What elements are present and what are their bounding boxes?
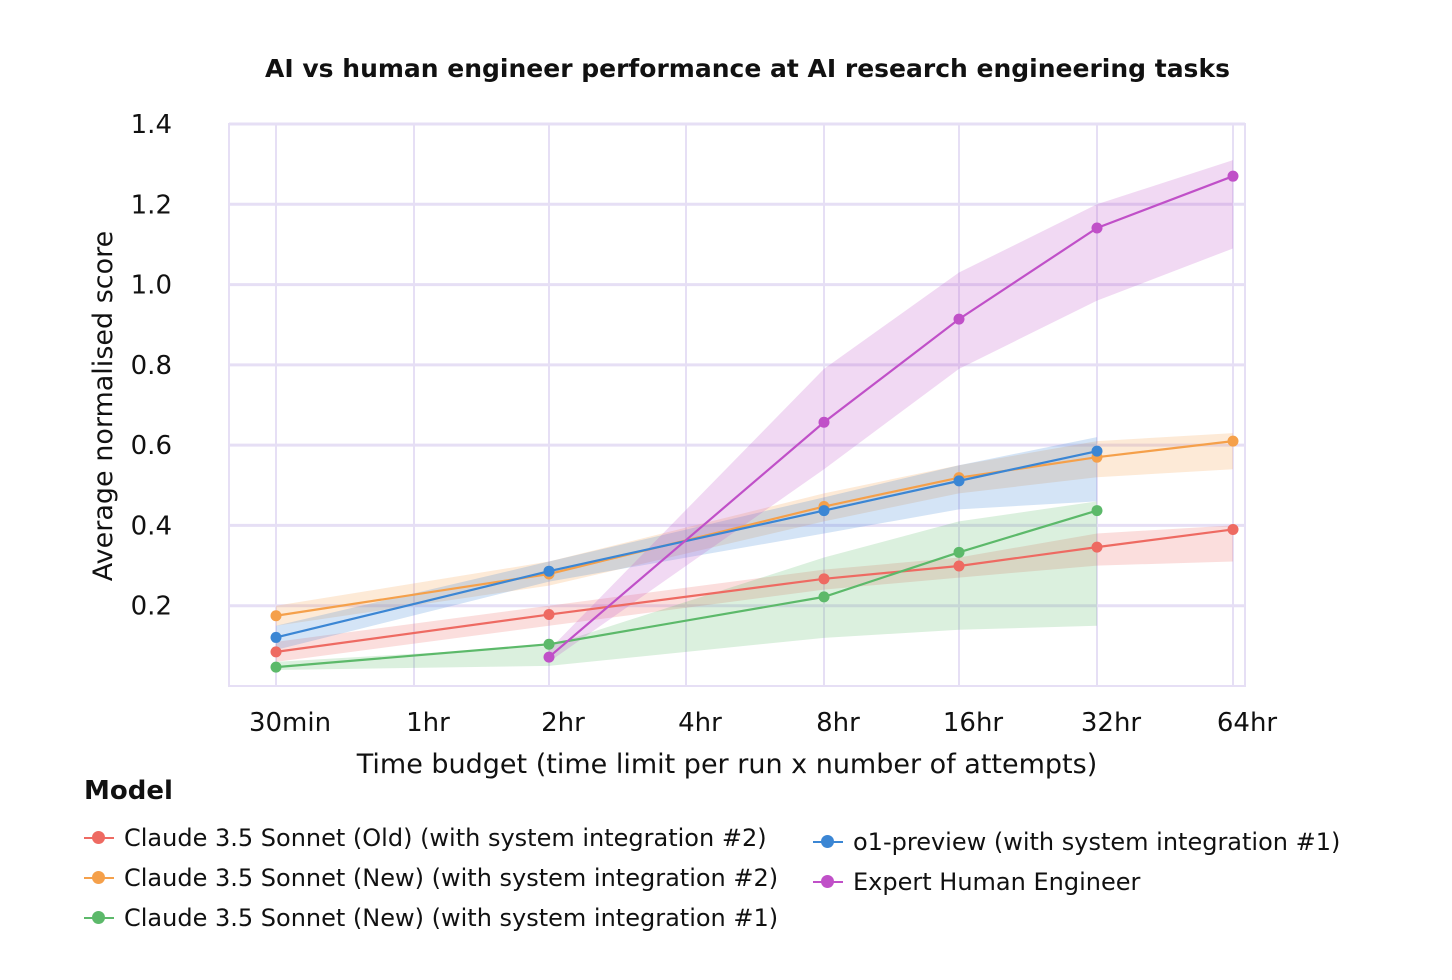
data-point [953, 313, 965, 325]
data-point [543, 651, 555, 663]
legend-marker-icon [813, 872, 843, 892]
data-point [818, 591, 830, 603]
x-tick-label: 2hr [541, 708, 585, 738]
data-point [1227, 523, 1239, 535]
data-point [1227, 170, 1239, 182]
data-point [270, 646, 282, 658]
data-point [1091, 505, 1103, 517]
data-point [1091, 541, 1103, 553]
y-tick-label: 0.2 [131, 592, 172, 622]
data-point [818, 416, 830, 428]
legend-marker-icon [84, 828, 114, 848]
y-tick-label: 0.8 [131, 351, 172, 381]
legend-item: o1-preview (with system integration #1) [813, 828, 1340, 856]
chart-title: AI vs human engineer performance at AI r… [265, 54, 1230, 83]
legend-label: Claude 3.5 Sonnet (New) (with system int… [124, 904, 779, 932]
x-tick-label: 30min [249, 708, 331, 738]
data-point [953, 560, 965, 572]
legend-title: Model [84, 776, 173, 806]
plot-area [228, 123, 1246, 687]
data-point [953, 546, 965, 558]
legend-item: Claude 3.5 Sonnet (New) (with system int… [84, 864, 778, 892]
y-tick-label: 0.6 [131, 431, 172, 461]
data-point [543, 609, 555, 621]
y-tick-label: 1.4 [131, 110, 172, 140]
legend-marker-icon [84, 908, 114, 928]
legend-item: Claude 3.5 Sonnet (Old) (with system int… [84, 824, 767, 852]
series-line [275, 440, 1234, 617]
x-tick-label: 32hr [1081, 708, 1142, 738]
legend-item: Expert Human Engineer [813, 868, 1140, 896]
data-point [543, 565, 555, 577]
data-point [1227, 435, 1239, 447]
confidence-band [276, 437, 1097, 650]
y-tick-label: 1.2 [131, 190, 172, 220]
legend-marker-icon [84, 868, 114, 888]
data-point [818, 573, 830, 585]
legend-label: o1-preview (with system integration #1) [853, 828, 1341, 856]
x-tick-label: 16hr [943, 708, 1004, 738]
confidence-band [276, 525, 1233, 662]
data-point [543, 638, 555, 650]
legend-item: Claude 3.5 Sonnet (New) (with system int… [84, 904, 778, 932]
confidence-band [276, 433, 1233, 626]
data-point [270, 631, 282, 643]
legend-label: Claude 3.5 Sonnet (New) (with system int… [124, 864, 779, 892]
y-tick-label: 0.4 [131, 511, 172, 541]
legend-label: Claude 3.5 Sonnet (Old) (with system int… [124, 824, 767, 852]
legend-label: Expert Human Engineer [853, 868, 1141, 896]
y-axis-label: Average normalised score [88, 231, 119, 582]
y-tick-label: 1.0 [131, 271, 172, 301]
data-point [818, 505, 830, 517]
x-axis-label: Time budget (time limit per run x number… [356, 749, 1097, 780]
legend-marker-icon [813, 832, 843, 852]
series-line [275, 528, 1234, 653]
x-tick-label: 4hr [678, 708, 722, 738]
data-point [270, 661, 282, 673]
confidence-band [549, 160, 1233, 662]
x-tick-label: 8hr [816, 708, 860, 738]
x-tick-label: 1hr [406, 708, 450, 738]
data-point [270, 610, 282, 622]
data-point [953, 475, 965, 487]
data-point [1091, 445, 1103, 457]
x-tick-label: 64hr [1217, 708, 1278, 738]
data-point [1091, 222, 1103, 234]
confidence-band [276, 501, 1097, 670]
